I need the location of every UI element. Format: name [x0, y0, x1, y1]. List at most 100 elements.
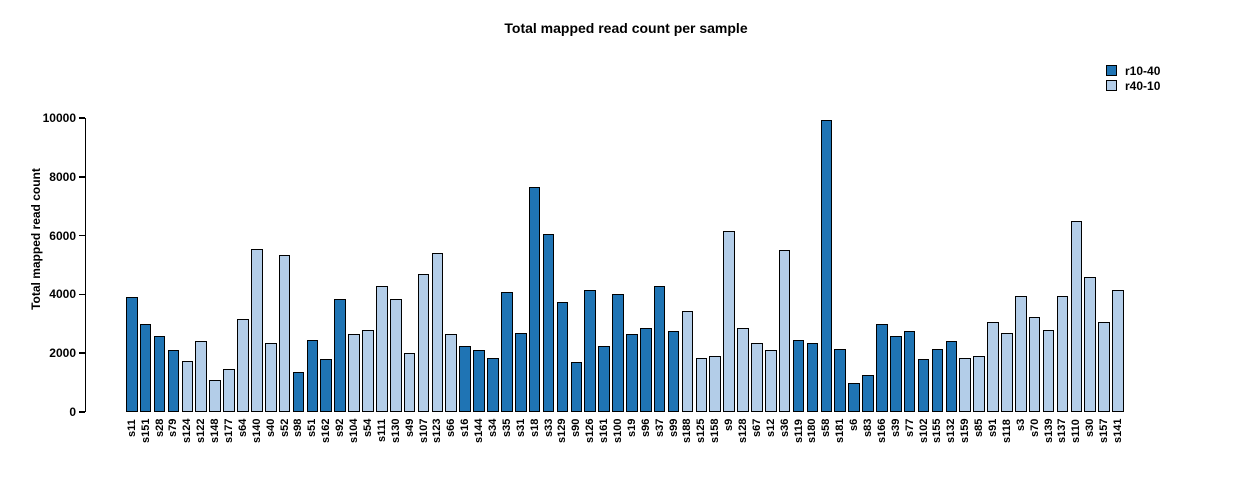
- bar-s180: [806, 342, 819, 412]
- bar-s166: [876, 323, 888, 412]
- x-tick-label: s19: [625, 419, 638, 438]
- bar-s35: [501, 291, 513, 412]
- bar-slot: s141: [1112, 118, 1124, 443]
- bar-slot: s180: [806, 118, 819, 443]
- bar-s155: [931, 348, 944, 412]
- bar-s3: [1015, 295, 1027, 412]
- bar-s139: [1042, 329, 1055, 412]
- bar-slot: s181: [834, 118, 847, 443]
- y-tick-mark: [79, 176, 85, 178]
- bar-s66: [445, 334, 458, 412]
- legend: r10-40 r40-10: [1106, 63, 1160, 93]
- bar-s30: [1084, 276, 1097, 412]
- y-tick-mark: [79, 352, 85, 354]
- bar-s28: [153, 335, 166, 412]
- bar-s129: [556, 301, 569, 412]
- x-tick-label: s125: [695, 419, 708, 444]
- x-tick-label: s162: [320, 419, 333, 444]
- bar-slot: s140: [251, 118, 263, 443]
- bar-slot: s30: [1084, 118, 1097, 437]
- bar-s31: [514, 332, 527, 412]
- x-tick-label: s51: [306, 419, 319, 438]
- bar-slot: s33: [542, 118, 555, 437]
- x-tick-label: s16: [459, 419, 472, 438]
- bar-slot: s83: [862, 118, 874, 437]
- bar-slot: s54: [362, 118, 374, 437]
- bar-slot: s35: [501, 118, 513, 437]
- x-tick-label: s77: [903, 419, 916, 438]
- x-tick-label: s85: [973, 419, 986, 438]
- bar-slot: s28: [153, 118, 166, 437]
- bar-s54: [362, 329, 374, 412]
- bar-slot: s158: [709, 118, 721, 443]
- bar-slot: s126: [584, 118, 596, 443]
- x-tick-label: s177: [223, 419, 236, 444]
- x-tick-label: s188: [681, 419, 694, 444]
- bar-slot: s161: [598, 118, 610, 443]
- plot-area: s11 s151 s28 s79 s124 s122 s148 s177 s64 s140 s40 s…: [126, 118, 1124, 443]
- legend-item-r10-40: r10-40: [1106, 63, 1160, 78]
- x-tick-label: s98: [292, 419, 305, 438]
- x-tick-label: s31: [514, 419, 527, 438]
- x-tick-label: s110: [1070, 419, 1083, 443]
- bar-s77: [903, 331, 916, 412]
- bar-s107: [417, 273, 430, 412]
- x-tick-label: s148: [209, 419, 222, 444]
- y-tick-label: 6000: [49, 228, 76, 243]
- x-tick-label: s92: [334, 419, 347, 438]
- bar-slot: s188: [681, 118, 693, 443]
- x-tick-label: s54: [361, 419, 374, 438]
- bar-s11: [126, 297, 138, 412]
- x-tick-label: s6: [848, 419, 861, 432]
- bar-slot: s90: [570, 118, 582, 437]
- bar-s36: [778, 250, 791, 412]
- bar-slot: s144: [473, 118, 485, 443]
- bar-slot: s122: [195, 118, 207, 443]
- x-tick-label: s99: [667, 419, 680, 438]
- bar-s100: [612, 294, 624, 412]
- bar-slot: s36: [778, 118, 791, 437]
- bar-slot: s166: [876, 118, 888, 443]
- x-tick-label: s126: [584, 419, 597, 444]
- bar-slot: s155: [931, 118, 944, 443]
- bar-slot: s177: [223, 118, 235, 443]
- bar-s51: [306, 340, 319, 412]
- y-tick-label: 0: [69, 405, 76, 419]
- x-tick-label: s58: [820, 419, 833, 438]
- x-tick-label: s64: [236, 419, 249, 438]
- bar-s92: [334, 298, 346, 412]
- y-tick-mark: [79, 293, 85, 296]
- bar-slot: s39: [890, 118, 902, 437]
- bar-slot: s52: [278, 118, 291, 437]
- bar-s52: [278, 254, 291, 412]
- bar-slot: s18: [529, 118, 541, 437]
- x-tick-label: s144: [473, 419, 486, 444]
- bar-s141: [1112, 290, 1124, 412]
- bar-slot: s67: [751, 118, 763, 437]
- bar-s98: [292, 372, 305, 412]
- bar-s12: [764, 350, 777, 412]
- x-tick-label: s91: [987, 419, 1000, 438]
- bar-slot: s91: [987, 118, 999, 437]
- bar-s181: [834, 348, 847, 412]
- bar-slot: s85: [973, 118, 985, 437]
- bar-slot: s31: [514, 118, 527, 437]
- bar-slot: s102: [918, 118, 930, 443]
- x-tick-label: s70: [1028, 419, 1041, 438]
- bar-s157: [1098, 322, 1110, 412]
- bar-slot: s19: [626, 118, 638, 437]
- x-tick-label: s90: [570, 419, 583, 438]
- x-tick-label: s166: [875, 419, 888, 444]
- bar-s130: [389, 298, 402, 412]
- bar-s33: [542, 234, 555, 412]
- bar-s40: [264, 342, 277, 412]
- x-tick-label: s39: [889, 419, 902, 438]
- y-tick-label: 8000: [49, 169, 76, 184]
- legend-label-r10-40: r10-40: [1125, 63, 1161, 78]
- bar-slot: s148: [209, 118, 221, 443]
- x-tick-label: s151: [139, 419, 152, 444]
- bar-slot: s49: [404, 118, 416, 437]
- x-tick-label: s137: [1056, 419, 1069, 444]
- x-tick-label: s132: [945, 419, 958, 444]
